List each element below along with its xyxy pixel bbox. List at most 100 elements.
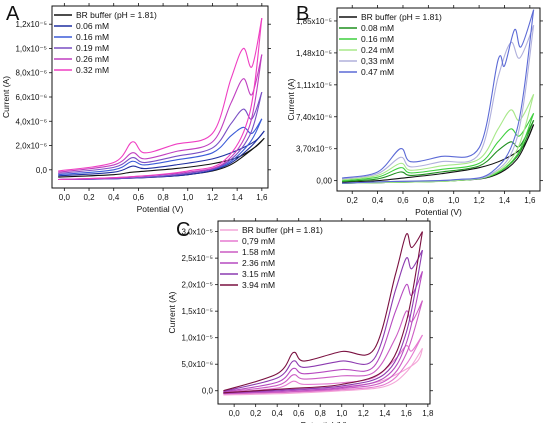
legend-label: 0.08 mM xyxy=(361,23,394,33)
y-tick-label: 3,0x10⁻⁵ xyxy=(181,228,213,237)
series-curve-reverse xyxy=(342,9,535,184)
series-curve-forward xyxy=(341,9,535,179)
y-tick-label: 1,0x10⁻⁵ xyxy=(181,334,213,343)
x-tick-label: 1,0 xyxy=(182,193,194,202)
y-tick-label: 1,11x10⁻⁵ xyxy=(297,81,332,90)
x-tick-label: 1,2 xyxy=(207,193,219,202)
y-tick-label: 0,00 xyxy=(316,177,332,186)
series-curve-forward xyxy=(223,231,423,392)
panel-letter: A xyxy=(6,3,20,25)
panel-letter: B xyxy=(296,3,309,25)
y-tick-label: 3,70x10⁻⁶ xyxy=(296,145,332,154)
legend-label: 0.16 mM xyxy=(76,32,109,42)
y-tick-label: 0,0 xyxy=(202,387,214,396)
x-tick-label: 0,2 xyxy=(347,196,359,205)
series-curve-reverse xyxy=(223,271,424,394)
y-tick-label: 6,0x10⁻⁶ xyxy=(15,93,47,102)
x-tick-label: 1,2 xyxy=(358,409,370,418)
y-tick-label: 1,5x10⁻⁵ xyxy=(181,307,213,316)
y-tick-label: 1,0x10⁻⁵ xyxy=(15,44,47,53)
legend-label: 3.15 mM xyxy=(242,269,275,279)
x-tick-label: 0,4 xyxy=(108,193,120,202)
y-tick-label: 1,85x10⁻⁵ xyxy=(296,17,332,26)
x-tick-label: 0,0 xyxy=(59,193,71,202)
x-tick-label: 0,6 xyxy=(293,409,305,418)
panel-c: C 0,0 0,2 0,4 0,6 0,8 1,0 1,2 1,4 1,6 1,8 0,0 5,0x10… xyxy=(167,218,434,423)
y-tick-label: 4,0x10⁻⁶ xyxy=(15,117,47,126)
legend: BR buffer (pH = 1.81)0.06 mM0.16 mM0.19 … xyxy=(54,10,157,75)
series-curve-reverse xyxy=(223,347,423,396)
x-tick-label: 0,2 xyxy=(250,409,262,418)
x-tick-label: 1,8 xyxy=(422,409,434,418)
series-curve-reverse xyxy=(223,300,423,394)
series-curve-forward xyxy=(342,119,535,183)
legend: BR buffer (pH = 1.81)0.08 mM0.16 mM0.24 … xyxy=(339,12,442,77)
legend-label: 0.24 mM xyxy=(361,45,394,55)
legend-label: 0.47 mM xyxy=(361,67,394,77)
panel-b: B 0,2 0,4 0,6 0,8 1,0 1,2 1,4 1,6 0,00 3,70x10⁻⁶ 7,… xyxy=(286,3,543,217)
series-curve-forward xyxy=(341,25,535,180)
series-curve-reverse xyxy=(223,231,424,394)
legend-label: 0,79 mM xyxy=(242,236,275,246)
series-curve-forward xyxy=(58,130,265,177)
plot-frame xyxy=(336,7,541,192)
x-axis-title: Potential (V) xyxy=(415,207,462,217)
legend-label: 0.16 mM xyxy=(361,34,394,44)
legend-label: 0.19 mM xyxy=(76,43,109,53)
y-tick-label: 2,5x10⁻⁵ xyxy=(181,254,213,263)
y-tick-label: 7,40x10⁻⁶ xyxy=(296,113,332,122)
series-curve-forward xyxy=(223,249,423,392)
x-tick-label: 1,4 xyxy=(379,409,391,418)
y-tick-label: 0,0 xyxy=(36,166,48,175)
series-curve-forward xyxy=(58,54,263,173)
y-tick-label: 1,48x10⁻⁵ xyxy=(296,49,332,58)
series-curve-forward xyxy=(58,91,263,174)
x-tick-label: 0,4 xyxy=(272,409,284,418)
x-tick-label: 0,8 xyxy=(158,193,170,202)
legend-label: 0.32 mM xyxy=(76,65,109,75)
x-tick-label: 1,6 xyxy=(401,409,413,418)
x-tick-label: 1,6 xyxy=(256,193,268,202)
x-tick-label: 1,0 xyxy=(336,409,348,418)
legend-label: 3.94 mM xyxy=(242,280,275,290)
plot-frame xyxy=(217,220,431,405)
series-curve-reverse xyxy=(58,18,263,181)
curves-group xyxy=(223,231,424,396)
series-curve-forward xyxy=(58,118,263,176)
legend-label: 1.58 mM xyxy=(242,247,275,257)
x-tick-label: 0,0 xyxy=(229,409,241,418)
x-axis-title: Potential (V) xyxy=(137,204,184,214)
panel-a: A 0,0 0,2 0,4 0,6 0,8 1,0 1,2 1,4 1,6 0,0 2,0x10⁻⁶ 4… xyxy=(1,3,271,214)
legend-label: BR buffer (pH = 1.81) xyxy=(76,10,157,20)
y-tick-label: 8,0x10⁻⁶ xyxy=(15,69,47,78)
y-axis-title: Current (A) xyxy=(167,291,177,333)
series-curve-reverse xyxy=(223,250,424,394)
x-tick-label: 0,6 xyxy=(133,193,145,202)
x-tick-label: 0,6 xyxy=(397,196,409,205)
legend: BR buffer (pH = 1.81)0,79 mM1.58 mM2.36 … xyxy=(220,225,323,290)
y-axis-title: Current (A) xyxy=(286,78,296,120)
x-tick-label: 1,4 xyxy=(499,196,511,205)
y-tick-label: 2,0x10⁻⁵ xyxy=(181,281,213,290)
legend-label: BR buffer (pH = 1.81) xyxy=(242,225,323,235)
panel-letter: C xyxy=(176,219,190,241)
legend-label: 2.36 mM xyxy=(242,258,275,268)
curves-group xyxy=(58,18,265,181)
x-tick-label: 0,4 xyxy=(372,196,384,205)
legend-label: 0.26 mM xyxy=(76,54,109,64)
y-axis-title: Current (A) xyxy=(1,76,11,118)
series-curve-forward xyxy=(223,271,423,393)
x-tick-label: 1,4 xyxy=(232,193,244,202)
y-tick-label: 1,2x10⁻⁵ xyxy=(15,20,47,29)
series-curve-forward xyxy=(342,94,535,181)
x-axis-title: Potential (V) xyxy=(301,420,348,423)
x-tick-label: 1,0 xyxy=(448,196,460,205)
series-curve-forward xyxy=(58,18,263,172)
y-tick-label: 5,0x10⁻⁶ xyxy=(181,360,213,369)
series-curve-forward xyxy=(223,300,423,393)
legend-label: 0.06 mM xyxy=(76,21,109,31)
legend-label: 0,33 mM xyxy=(361,56,394,66)
curves-group xyxy=(341,9,535,184)
x-tick-label: 0,8 xyxy=(423,196,435,205)
